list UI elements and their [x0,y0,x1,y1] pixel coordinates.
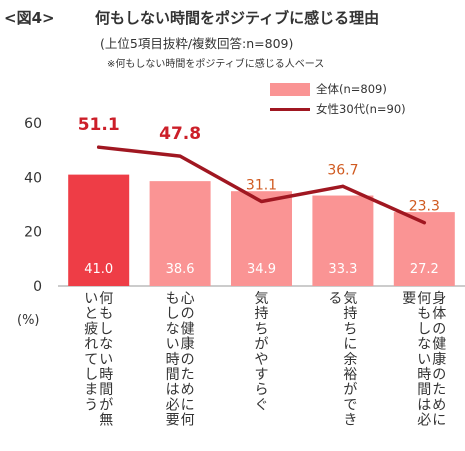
chart-subtitle: (上位5項目抜粋/複数回答:n=809) [100,36,294,51]
bar [231,191,292,286]
y-axis-unit: (%) [17,313,40,328]
line-point [341,184,345,188]
bar-value-label: 34.9 [247,262,276,277]
bar [312,195,374,286]
line-value-label: 36.7 [327,162,358,178]
line-value-label: 47.8 [159,124,201,144]
x-tick-label: 気持ちがやすらぐ [255,291,269,413]
bar-value-label: 38.6 [166,262,195,277]
legend-bar-label: 全体(n=809) [316,82,387,96]
legend: 全体(n=809) 女性30代(n=90) [270,81,460,121]
line-value-label: 31.1 [246,178,277,194]
legend-line-label: 女性30代(n=90) [316,102,406,116]
bar [149,181,211,286]
chart-header: <図4> 何もしない時間をポジティブに感じる理由 (上位5項目抜粋/複数回答:n… [0,0,465,80]
line-value-label: 23.3 [409,199,440,215]
line-point [260,200,263,204]
chart-note: ※何もしない時間をポジティブに感じる人ベース [107,59,325,70]
y-tick-label: 60 [24,116,42,132]
bar-value-label: 27.2 [410,262,439,277]
bar [68,174,130,286]
chart-title: 何もしない時間をポジティブに感じる理由 [95,9,380,27]
legend-line-swatch [270,108,310,111]
y-tick-label: 40 [24,170,42,186]
line-point [422,221,426,225]
line-point [178,154,182,158]
x-tick-label: 気持ちに余裕ができる [328,291,357,429]
x-tick-label: 何もしない時間が無いと疲れてしまう [84,291,113,429]
y-tick-label: 0 [33,279,42,295]
legend-bar-swatch [270,83,310,96]
x-tick-label: 身体の健康のために何もしない時間は必要 [402,291,446,429]
bar-value-label: 33.3 [328,262,357,277]
line-point [97,145,101,149]
x-tick-label: 心の健康のために何もしない時間は必要 [166,291,195,429]
line-value-label: 51.1 [78,115,120,135]
bar-value-label: 41.0 [84,262,113,277]
figure-label: <図4> [4,9,55,27]
y-tick-label: 20 [24,225,42,241]
